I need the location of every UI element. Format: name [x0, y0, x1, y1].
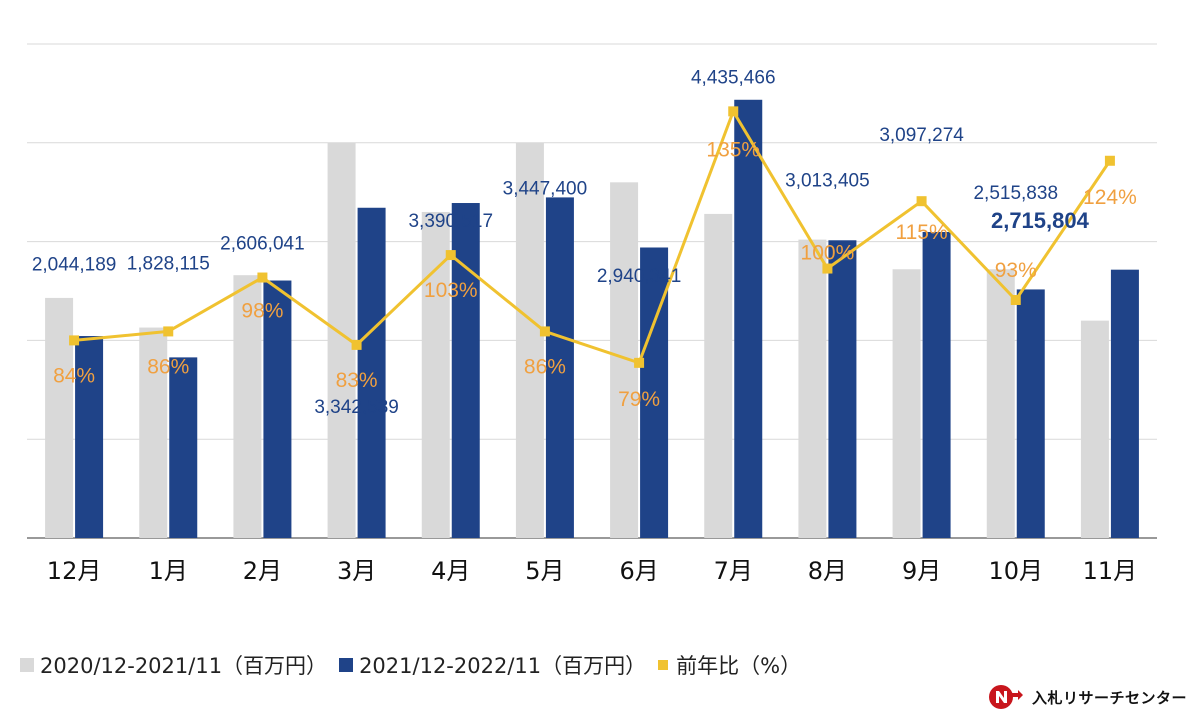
x-tick-label-5: 4月	[431, 557, 470, 585]
ratio-label-8: 135%	[706, 138, 760, 161]
ratio-point-10	[916, 196, 927, 207]
value-label-6: 3,447,400	[503, 178, 588, 199]
ratio-point-5	[445, 250, 456, 261]
x-tick-label-1: 12月	[47, 557, 102, 585]
bar-prev-12	[1080, 320, 1109, 538]
logo-text: 入札リサーチセンター	[1032, 688, 1188, 707]
legend-item-prev: 2020/12-2021/11（百万円）	[20, 650, 327, 680]
value-label-11: 2,515,838	[973, 183, 1058, 204]
value-label-3: 2,606,041	[220, 234, 305, 255]
ratio-point-9	[822, 263, 833, 274]
bar-prev-6	[515, 142, 544, 539]
bar-curr-5	[451, 203, 480, 539]
value-label-1: 2,044,189	[32, 254, 117, 275]
x-tick-label-9: 8月	[808, 557, 847, 585]
x-tick-label-12: 11月	[1083, 557, 1138, 585]
legend-swatch-curr	[339, 658, 354, 672]
bar-curr-11	[1016, 289, 1045, 538]
ratio-label-12: 124%	[1083, 186, 1137, 209]
x-tick-label-10: 9月	[902, 557, 941, 585]
value-label-8: 4,435,466	[691, 67, 776, 88]
ratio-line-path	[73, 109, 1112, 365]
bar-prev-2	[139, 327, 168, 538]
x-tick-label-3: 2月	[243, 557, 282, 585]
value-label-4: 3,342,539	[314, 397, 399, 418]
x-tick-label-7: 6月	[619, 557, 658, 585]
ratio-label-1: 84%	[53, 364, 95, 387]
bar-prev-8	[704, 213, 733, 538]
ratio-label-10: 115%	[896, 221, 948, 244]
value-label-10: 3,097,274	[879, 125, 964, 146]
x-tick-label-2: 1月	[149, 557, 188, 585]
bar-prev-3	[233, 275, 262, 538]
bar-prev-5	[421, 211, 450, 538]
bar-prev-9	[798, 239, 827, 538]
legend-swatch-prev	[20, 658, 34, 672]
ratio-label-4: 83%	[336, 369, 378, 392]
ratio-label-5: 103%	[424, 279, 478, 302]
ratio-point-11	[1010, 294, 1021, 305]
bar-curr-8	[734, 99, 763, 538]
legend-label-ratio: 前年比（%）	[676, 654, 802, 678]
n-arrow-logo-icon	[989, 685, 1023, 709]
bar-curr-1	[75, 336, 104, 538]
bar-curr-10	[922, 231, 951, 539]
value-label-5: 3,390,517	[408, 211, 493, 232]
x-tick-label-11: 10月	[988, 557, 1043, 585]
legend-swatch-ratio	[658, 660, 669, 670]
value-label-2: 1,828,115	[127, 253, 210, 274]
ratio-label-11: 93%	[995, 259, 1037, 282]
bar-curr-12	[1110, 269, 1139, 538]
x-tick-label-4: 3月	[337, 557, 376, 585]
ratio-label-2: 86%	[147, 355, 189, 378]
ratio-point-8	[728, 106, 739, 117]
ratio-point-4	[351, 339, 362, 350]
x-tick-label-8: 7月	[714, 557, 753, 585]
ratio-label-7: 79%	[618, 388, 660, 411]
brand-logo: 入札リサーチセンター	[988, 683, 1187, 711]
ratio-point-6	[539, 326, 550, 337]
value-label-12: 2,715,804	[991, 208, 1090, 233]
ratio-label-3: 98%	[241, 300, 283, 323]
bar-curr-3	[263, 280, 292, 538]
bar-curr-4	[357, 207, 386, 538]
ratio-point-2	[163, 326, 174, 337]
ratio-point-1	[69, 335, 80, 346]
x-tick-label-6: 5月	[525, 557, 564, 585]
ratio-point-3	[257, 272, 268, 283]
ratio-point-12	[1104, 155, 1115, 166]
bar-curr-2	[169, 357, 198, 538]
legend-item-ratio: 前年比（%）	[658, 650, 801, 680]
bar-prev-10	[892, 269, 921, 538]
bar-curr-6	[545, 197, 574, 538]
chart-legend: 2020/12-2021/11（百万円） 2021/12-2022/11（百万円…	[20, 650, 813, 680]
legend-label-curr: 2021/12-2022/11（百万円）	[359, 654, 647, 678]
bar-prev-11	[986, 269, 1015, 538]
value-label-7: 2,940,341	[597, 266, 682, 287]
bar-prev-1	[45, 297, 74, 538]
ratio-label-9: 100%	[801, 242, 855, 265]
legend-label-prev: 2020/12-2021/11（百万円）	[40, 654, 328, 678]
value-label-9: 3,013,405	[785, 171, 870, 192]
ratio-label-6: 86%	[524, 355, 566, 378]
ratio-point-7	[634, 357, 645, 368]
legend-item-curr: 2021/12-2022/11（百万円）	[339, 650, 646, 680]
bar-curr-9	[828, 240, 857, 539]
